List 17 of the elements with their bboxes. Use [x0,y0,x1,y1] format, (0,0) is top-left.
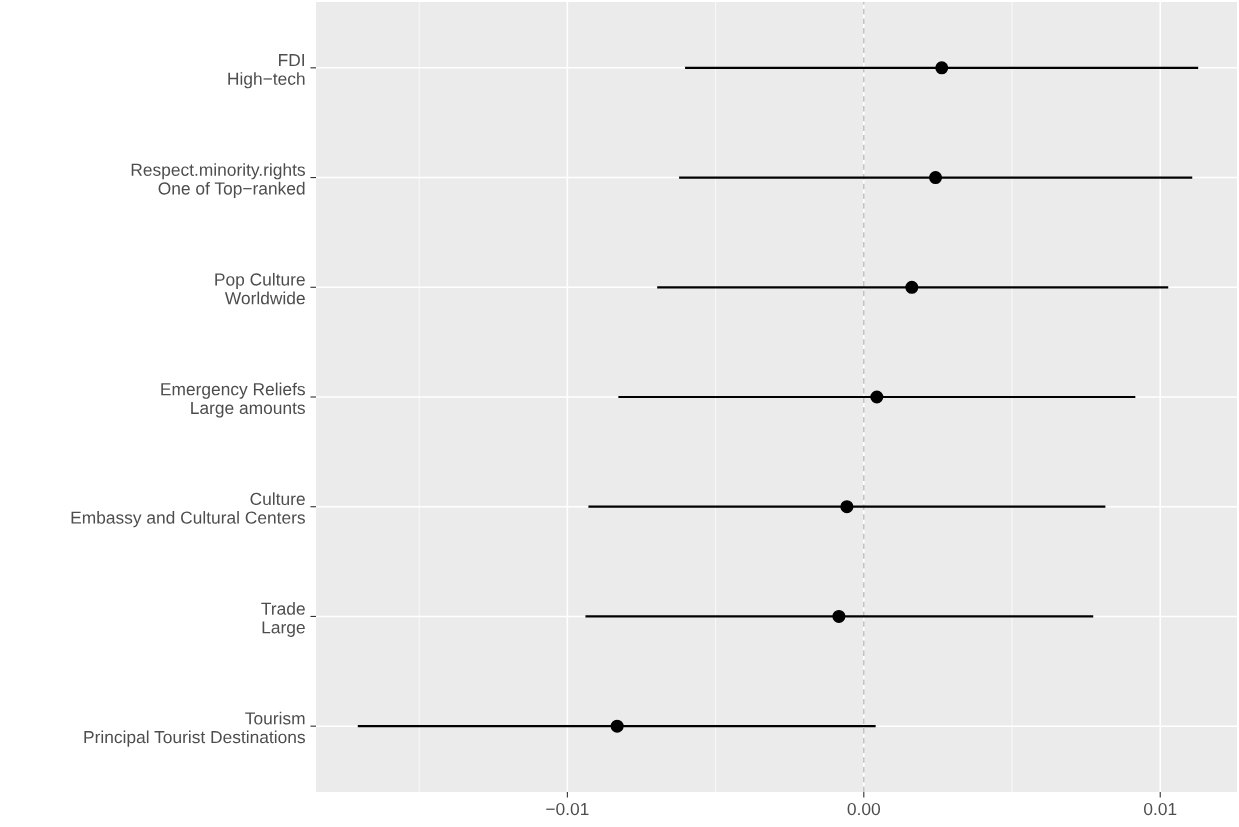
x-tick-label: 0.01 [1144,802,1177,816]
y-tick-label: Pop Culture Worldwide [215,272,305,305]
x-tick-label: 0.00 [847,802,881,816]
y-tick-label: Emergency Reliefs Large amounts [161,382,305,418]
y-tick-label: Tourism Principal Tourist Destinations [84,711,305,747]
point [840,500,854,514]
point [832,609,846,623]
point [870,390,884,404]
point [610,719,624,733]
point [929,171,943,185]
y-tick-label: Culture Embassy and Cultural Centers [71,492,305,528]
y-tick-label: FDI High−tech [228,54,305,89]
y-tick-label: Respect.minority.rights One of Top−ranked [131,163,305,199]
y-tick-label: Trade Large [261,602,305,637]
x-tick-label: −0.01 [546,802,589,816]
point [935,61,949,75]
point [905,280,919,294]
